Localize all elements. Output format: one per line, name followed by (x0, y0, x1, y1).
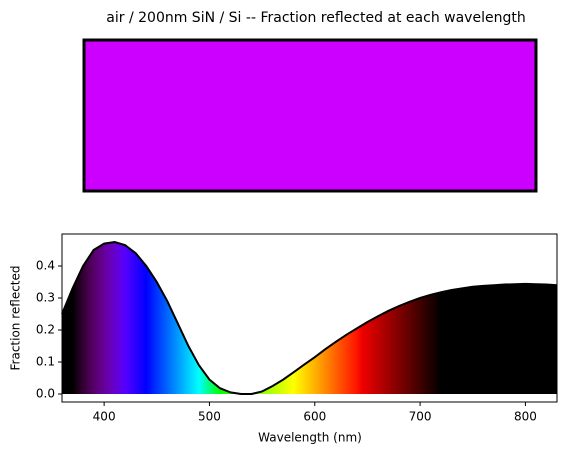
x-tick-label: 700 (409, 410, 432, 424)
x-tick-label: 800 (514, 410, 537, 424)
reflectance-line (61, 240, 558, 395)
chart-title: air / 200nm SiN / Si -- Fraction reflect… (106, 10, 525, 26)
x-tick-label: 400 (93, 410, 116, 424)
spectrum-area (62, 242, 557, 394)
x-axis-label: Wavelength (nm) (258, 431, 362, 445)
x-tick-label: 500 (198, 410, 221, 424)
y-tick-label: 0.4 (36, 259, 55, 273)
axes-frame (61, 233, 558, 403)
y-tick-label: 0.3 (36, 291, 55, 305)
x-tick-label: 600 (303, 410, 326, 424)
color-swatch (82, 38, 538, 193)
y-tick-label: 0.1 (36, 355, 55, 369)
y-tick-label: 0.2 (36, 323, 55, 337)
y-axis-label: Fraction reflected (9, 265, 23, 370)
y-tick-label: 0.0 (36, 387, 55, 401)
